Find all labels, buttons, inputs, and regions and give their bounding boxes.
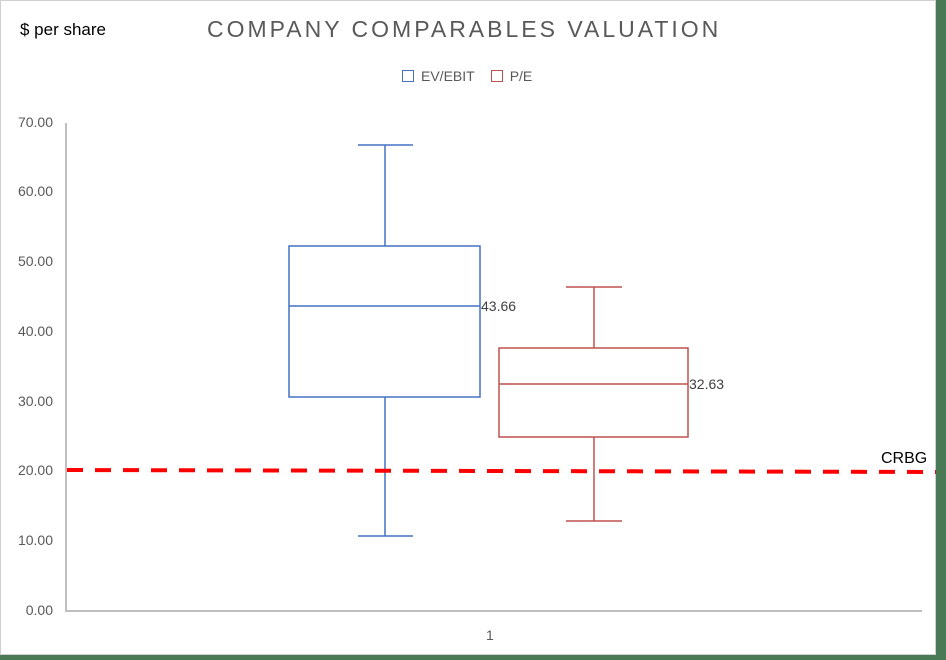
crbg-label: CRBG [881,450,928,467]
y-tick-30: 30.00 [17,393,53,409]
ev-ebit-median-label: 43.66 [481,298,517,314]
legend-swatch-ev-ebit [402,70,414,82]
legend-label-pe: P/E [509,68,533,84]
y-tick-20: 20.00 [17,462,53,478]
y-tick-70: 70.00 [17,114,53,130]
y-tick-10: 10.00 [17,532,53,548]
y-unit-label: $ per share [20,20,106,39]
ev-ebit-iqr-box [288,245,481,398]
legend-swatch-pe [490,70,503,82]
box-pe [498,286,689,522]
legend-item-pe[interactable]: P/E [490,68,533,84]
y-tick-50: 50.00 [17,253,53,269]
pe-iqr-box [498,347,689,438]
crbg-reference-line [66,468,937,474]
y-tick-40: 40.00 [17,323,53,339]
legend-item-ev-ebit[interactable]: EV/EBIT [402,68,475,84]
x-tick-1: 1 [486,627,494,643]
box-ev-ebit [288,144,481,537]
pe-median-label: 32.63 [689,376,725,392]
legend-label-ev-ebit: EV/EBIT [421,68,475,84]
legend: EV/EBIT P/E [402,68,548,84]
chart-title: COMPANY COMPARABLES VALUATION [207,16,722,42]
y-tick-60: 60.00 [17,183,53,199]
y-tick-0: 0.00 [25,602,53,618]
